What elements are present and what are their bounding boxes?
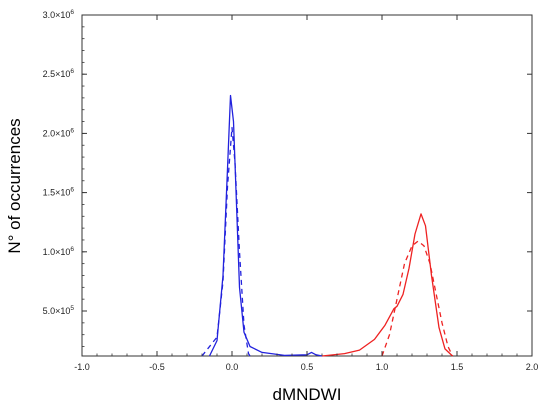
x-axis-label: dMNDWI: [273, 385, 342, 404]
y-tick-label: 3.0×106: [43, 9, 75, 20]
plot-area-frame: [81, 14, 533, 357]
x-tick-label: 1.0: [376, 362, 389, 372]
x-tick-label: -1.0: [74, 362, 90, 372]
x-tick-label: 2.0: [526, 362, 539, 372]
y-axis-label: N° of occurrences: [5, 118, 24, 253]
series-layer: [201, 94, 454, 357]
x-tick-label: 0.5: [301, 362, 314, 372]
x-tick-label: 1.5: [451, 362, 464, 372]
y-tick-label: 1.5×106: [43, 187, 75, 198]
x-tick-label: -0.5: [149, 362, 165, 372]
x-axis-ticks: -1.0 -0.5 0.0 0.5 1.0 1.5 2.0: [74, 15, 538, 372]
y-tick-label: 2.5×106: [43, 68, 75, 79]
series-line-2: [201, 126, 251, 357]
y-tick-label: 1.0×106: [43, 246, 75, 257]
y-axis-ticks: 5.0×105 1.0×106 1.5×106 2.0×106 2.5×106 3.0×1…: [43, 9, 532, 347]
y-tick-label: 5.0×105: [43, 305, 75, 316]
x-tick-label: 0.0: [226, 362, 239, 372]
y-tick-label: 2.0×106: [43, 127, 75, 138]
series-line-3: [321, 213, 453, 357]
